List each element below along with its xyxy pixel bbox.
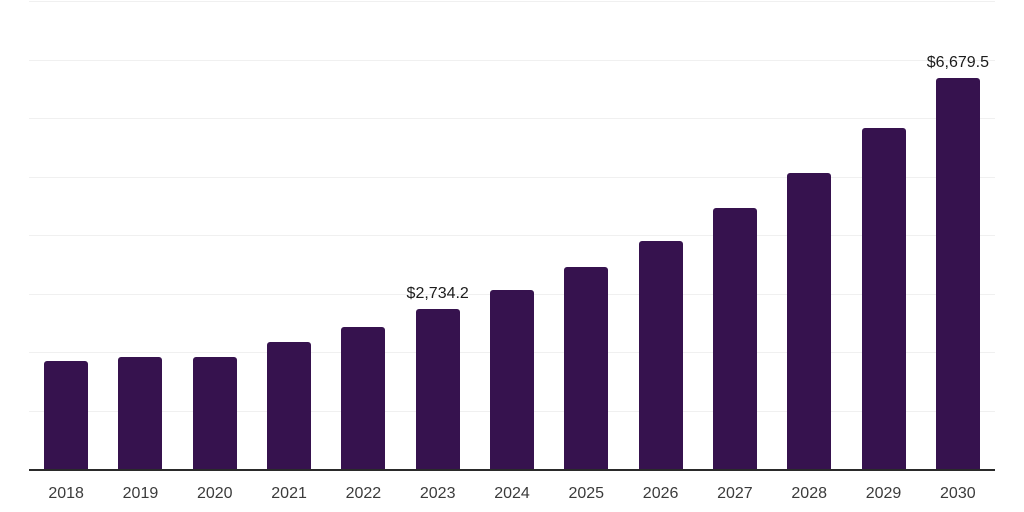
- x-tick-label-2027: 2027: [717, 485, 753, 502]
- x-tick-label-2024: 2024: [494, 485, 530, 502]
- bar-2026[interactable]: [638, 240, 683, 469]
- x-tick-label-2022: 2022: [345, 485, 382, 502]
- x-tick-label-2030: 2030: [940, 485, 976, 502]
- x-tick-label-2025: 2025: [568, 485, 605, 502]
- x-axis-line: [29, 469, 995, 471]
- gridline: [29, 176, 995, 178]
- bar-2027[interactable]: [712, 208, 757, 469]
- bar-2024[interactable]: [490, 290, 534, 469]
- gridline: [29, 235, 995, 236]
- x-tick-label-2029: 2029: [865, 485, 902, 502]
- bar-2029[interactable]: [861, 128, 906, 469]
- bar-2018[interactable]: [44, 360, 89, 469]
- value-label-2030: $6,679.5: [926, 54, 989, 72]
- bar-2021[interactable]: [267, 342, 312, 469]
- x-tick-label-2028: 2028: [791, 485, 827, 502]
- x-tick-label-2021: 2021: [271, 485, 307, 502]
- gridline: [29, 59, 995, 61]
- gridline: [29, 118, 995, 119]
- value-label-2023: $2,734.2: [406, 285, 469, 303]
- bar-2022[interactable]: [341, 326, 386, 469]
- gridline: [29, 1, 995, 2]
- bar-2025[interactable]: [564, 267, 609, 469]
- bar-2023[interactable]: [415, 309, 460, 469]
- x-tick-label-2018: 2018: [48, 485, 84, 502]
- bar-2030[interactable]: [935, 78, 980, 469]
- bar-2020[interactable]: [192, 357, 237, 469]
- bar-2019[interactable]: [118, 357, 163, 469]
- x-tick-label-2019: 2019: [122, 485, 159, 502]
- x-tick-label-2026: 2026: [642, 485, 679, 502]
- x-tick-label-2020: 2020: [196, 485, 233, 502]
- bar-2028[interactable]: [787, 172, 832, 469]
- x-tick-label-2023: 2023: [419, 485, 456, 502]
